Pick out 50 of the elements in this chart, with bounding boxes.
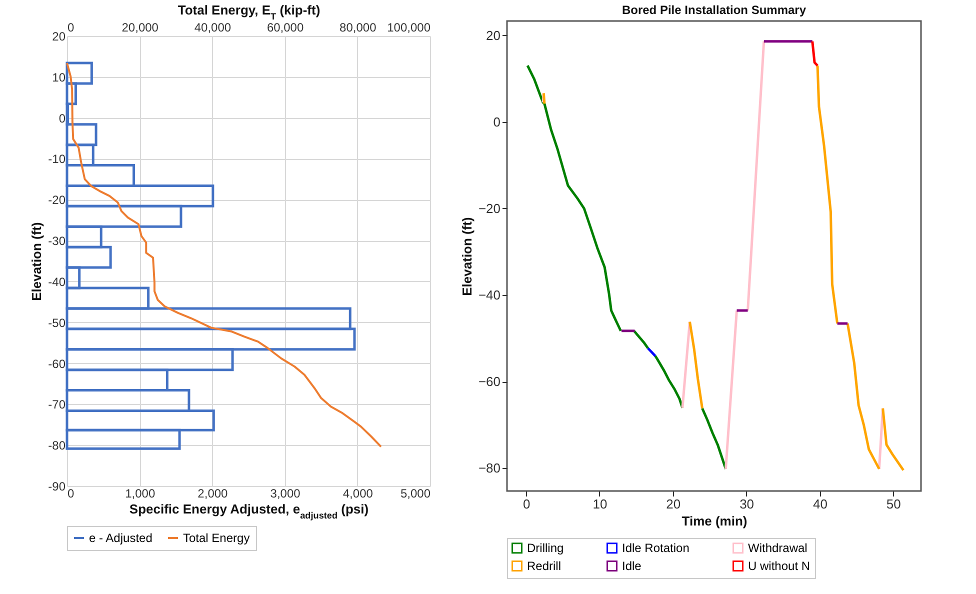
y-tick-label: 20 (486, 28, 500, 43)
x2-tick-label: 20,000 (122, 20, 159, 34)
y-tick-label: -40 (48, 274, 66, 289)
x-axis-title: Time (min) (682, 514, 748, 528)
y-tick-label: 0 (58, 111, 66, 126)
y-tick-label: 0 (493, 114, 500, 130)
x2-tick-label: 80,000 (340, 20, 377, 34)
legend-label: Withdrawal (748, 541, 808, 556)
x-tick-label: 1,000 (125, 486, 156, 500)
x-tick-label: 40 (812, 496, 828, 512)
y-tick-label: -60 (48, 356, 66, 371)
x-tick-label: 5,000 (400, 486, 431, 500)
x-axis-title: Specific Energy Adjusted, e$_{adjusted}$ (psi) (129, 502, 369, 520)
y-tick-label: -30 (48, 234, 66, 248)
legend-label: Redrill (527, 559, 562, 573)
y-tick-label: -80 (48, 438, 66, 453)
x-tick-label: 0 (68, 486, 74, 500)
legend-label: U without N (748, 559, 810, 573)
x-tick-label: 2,000 (198, 486, 228, 500)
x-tick-label: 10 (592, 496, 608, 512)
y-tick-label: -20 (48, 193, 66, 208)
y-tick-label: −20 (478, 200, 500, 216)
x2-tick-label: 60,000 (266, 20, 304, 34)
x-tick-label: 3,000 (270, 486, 301, 500)
x2-tick-label: 40,000 (194, 20, 232, 34)
x-tick-label: 20 (666, 496, 681, 512)
legend-label: e - Adjusted (89, 531, 152, 545)
y-tick-label: -50 (48, 316, 66, 330)
y-axis-title: Elevation (ft) (29, 222, 44, 301)
x2-axis-title: Total Energy, E$_{T}$ (kip-ft) (178, 2, 320, 22)
x-tick-label: 4,000 (342, 486, 374, 500)
y-axis-title: Elevation (ft) (459, 217, 474, 296)
y-tick-label: −80 (478, 460, 500, 476)
x2-tick-label: 100,000 (387, 20, 431, 34)
y-tick-label: -10 (48, 152, 66, 166)
legend-label: Drilling (527, 541, 564, 556)
legend-label: Idle (622, 559, 642, 573)
y-tick-label: -90 (48, 480, 66, 494)
y-tick-label: −60 (478, 374, 500, 390)
legend-label: Total Energy (183, 531, 250, 545)
x2-tick-label: 0 (68, 20, 74, 34)
y-tick-label: -70 (48, 398, 66, 412)
chart-title: Bored Pile Installation Summary (622, 3, 806, 17)
y-tick-label: −40 (478, 287, 500, 302)
legend-label: Idle Rotation (622, 541, 690, 556)
x-tick-label: 0 (522, 496, 530, 512)
y-tick-label: 10 (52, 70, 66, 84)
x-tick-label: 30 (740, 496, 754, 512)
y-tick-label: 20 (52, 30, 66, 44)
x-tick-label: 50 (886, 496, 901, 512)
